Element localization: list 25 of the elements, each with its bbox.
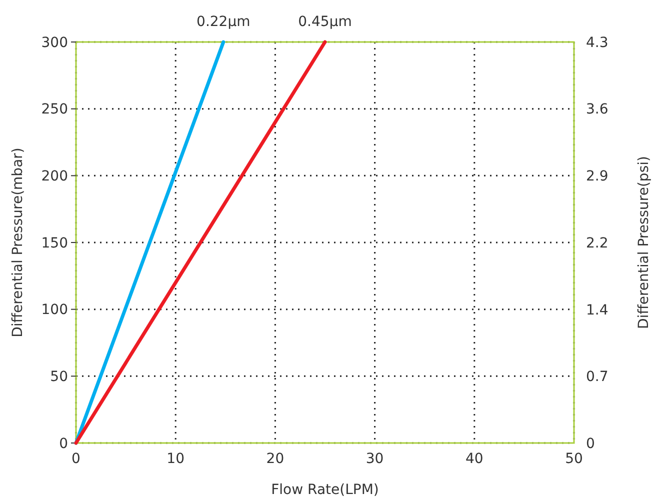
x-tick-label: 50 xyxy=(565,451,583,467)
y2-tick-label: 2.9 xyxy=(586,168,608,185)
x-tick-label: 10 xyxy=(166,451,185,467)
y2-tick-label: 2.2 xyxy=(586,235,608,252)
y-tick-label: 250 xyxy=(41,102,68,118)
y-tick-label: 200 xyxy=(41,168,68,185)
x-tick-label: 40 xyxy=(465,451,484,467)
x-tick-label: 0 xyxy=(72,451,80,467)
x-axis-title: Flow Rate(LPM) xyxy=(271,482,379,498)
y-axis-title: Differential Pressure(mbar) xyxy=(10,148,26,338)
y2-tick-label: 0 xyxy=(586,436,595,452)
y2-tick-label: 4.3 xyxy=(586,34,608,51)
series-label: 0.22µm xyxy=(196,14,250,30)
y-tick-label: 100 xyxy=(41,302,68,318)
x-tick-label: 20 xyxy=(266,451,284,467)
y2-axis-title: Differential Pressure(psi) xyxy=(636,156,652,329)
y2-tick-label: 3.6 xyxy=(586,102,608,118)
y-tick-label: 300 xyxy=(41,34,68,51)
x-tick-label: 30 xyxy=(366,451,384,467)
y-tick-label: 150 xyxy=(41,235,68,252)
y-tick-label: 50 xyxy=(50,369,68,386)
y2-tick-label: 1.4 xyxy=(586,302,608,318)
series-label: 0.45µm xyxy=(298,14,352,30)
y2-tick-label: 0.7 xyxy=(586,369,608,386)
y-tick-label: 0 xyxy=(59,436,68,452)
